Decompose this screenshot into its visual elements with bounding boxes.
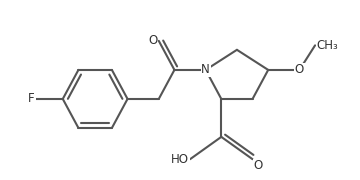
Text: HO: HO — [171, 153, 189, 166]
Text: N: N — [201, 63, 210, 76]
Text: CH₃: CH₃ — [317, 39, 339, 52]
Text: F: F — [28, 93, 35, 105]
Text: O: O — [254, 159, 263, 172]
Text: O: O — [148, 34, 158, 47]
Text: O: O — [295, 63, 304, 76]
